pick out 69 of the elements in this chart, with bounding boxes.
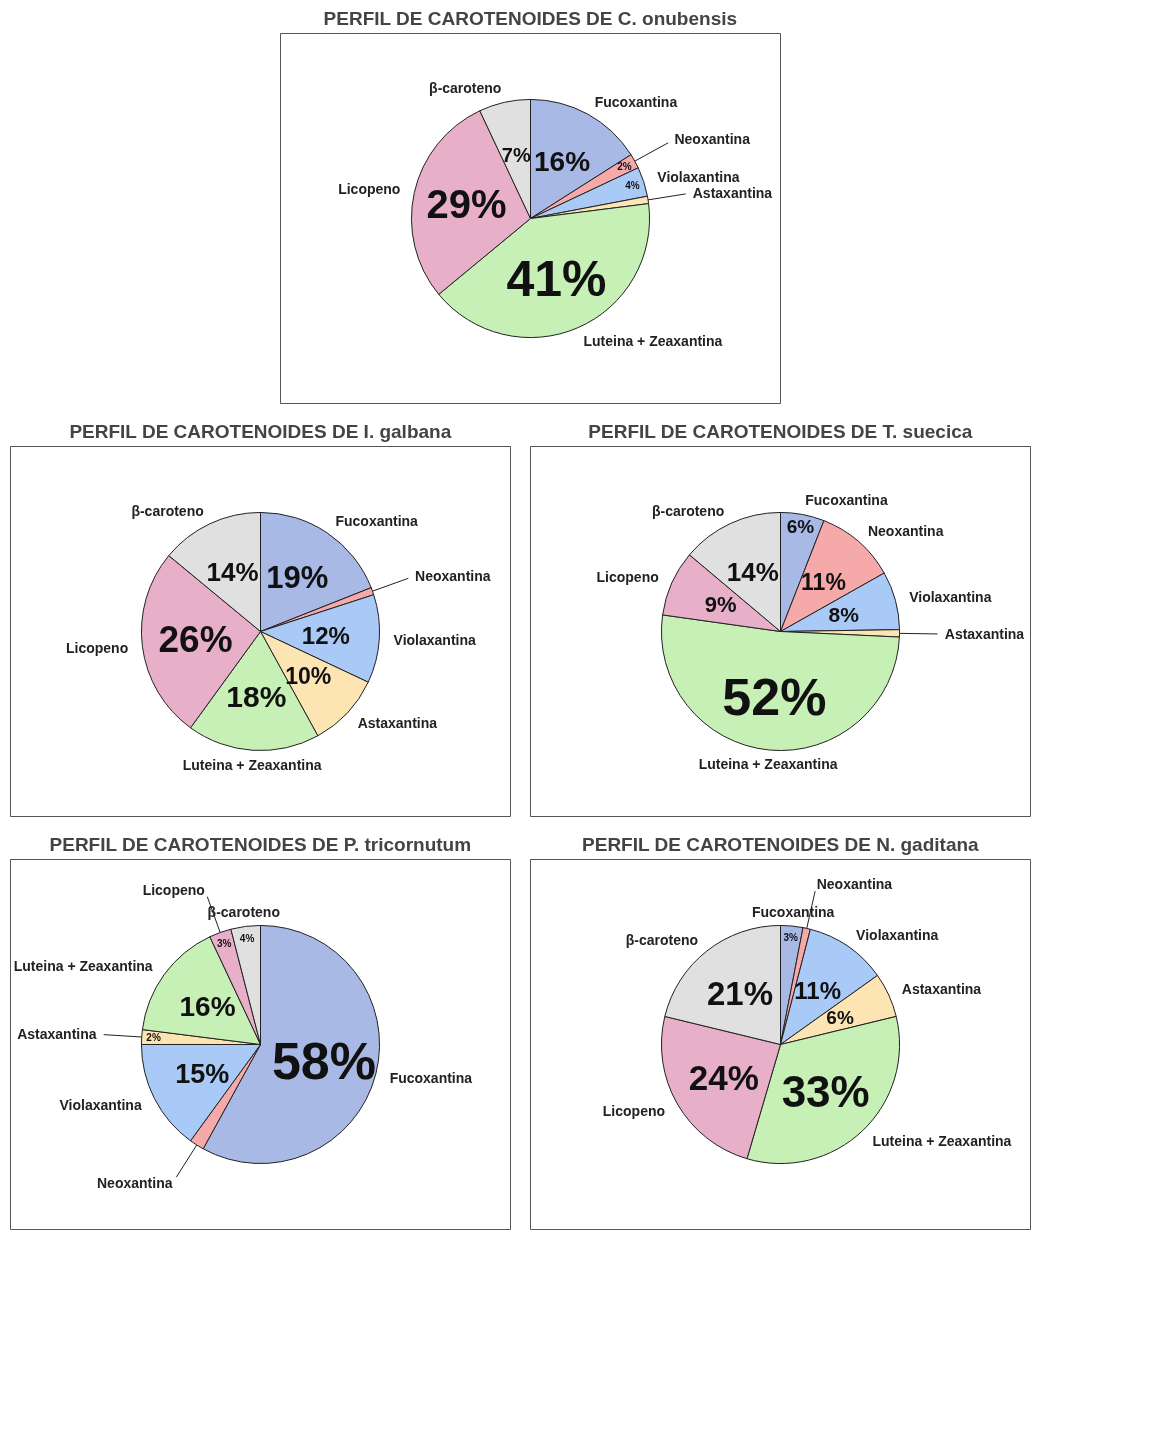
data-label: 19%	[266, 559, 329, 595]
slice-label: β-caroteno	[625, 931, 699, 948]
data-label: 21%	[707, 974, 774, 1012]
slice-label: β-caroteno	[207, 904, 280, 921]
data-label: 10%	[285, 663, 332, 690]
slice-label: Neoxantina	[816, 876, 893, 893]
data-label: 9%	[704, 592, 737, 618]
data-label: 4%	[239, 932, 255, 944]
slice-label: Luteina + Zeaxantina	[583, 332, 723, 349]
slice-label: Luteina + Zeaxantina	[872, 1133, 1012, 1149]
slice-label: Astaxantina	[944, 626, 1025, 643]
chart-title: PERFIL DE CAROTENOIDES DE N. gaditana	[582, 833, 980, 855]
data-label: 16%	[534, 145, 591, 177]
data-label: 11%	[801, 569, 846, 596]
slice-label: Violaxantina	[393, 631, 476, 648]
slice-label: Violaxantina	[59, 1097, 142, 1114]
chart-title: PERFIL DE CAROTENOIDES DE T. suecica	[588, 420, 973, 442]
slice-label: Fucoxantina	[751, 903, 835, 920]
slice-label: Fucoxantina	[805, 492, 888, 509]
slice-label: Luteina + Zeaxantina	[13, 958, 153, 975]
data-label: 26%	[158, 619, 233, 661]
slice-label: Fucoxantina	[335, 513, 419, 530]
slice-label: Astaxantina	[692, 184, 773, 201]
slice-label: Neoxantina	[674, 131, 751, 148]
slice-label: Licopeno	[596, 569, 659, 586]
data-label: 3%	[216, 938, 232, 950]
data-label: 11%	[794, 977, 841, 1005]
data-label: 14%	[206, 557, 259, 588]
slice-label: Violaxantina	[856, 926, 939, 943]
slice-label: Licopeno	[338, 181, 401, 198]
data-label: 6%	[786, 515, 815, 537]
data-label: 52%	[722, 667, 827, 726]
data-label: 12%	[301, 622, 350, 650]
chart-title: PERFIL DE CAROTENOIDES DE I. galbana	[69, 420, 452, 442]
slice-label: Astaxantina	[17, 1026, 97, 1043]
slice-label: Neoxantina	[415, 567, 491, 584]
slice-label: Luteina + Zeaxantina	[182, 756, 322, 773]
slice-label: Licopeno	[602, 1103, 666, 1120]
slice-label: Astaxantina	[357, 714, 438, 731]
slice-label: Luteina + Zeaxantina	[698, 756, 838, 773]
data-label: 4%	[625, 179, 640, 191]
slice-label: β-caroteno	[651, 502, 725, 519]
slice-label: Licopeno	[66, 640, 129, 657]
data-label: 33%	[781, 1067, 870, 1117]
slice-label: β-caroteno	[131, 502, 204, 519]
data-label: 2%	[146, 1032, 161, 1044]
chart-title: PERFIL DE CAROTENOIDES DE P. tricornutum	[49, 833, 472, 855]
slice-label: Astaxantina	[901, 981, 982, 998]
data-label: 15%	[175, 1059, 230, 1090]
slice-label: Neoxantina	[97, 1175, 173, 1192]
chart-title: PERFIL DE CAROTENOIDES DE C. onubensis	[323, 7, 738, 29]
slice-label: Violaxantina	[909, 588, 992, 605]
data-label: 2%	[617, 161, 632, 173]
data-label: 41%	[506, 250, 607, 307]
slice-label: β-caroteno	[429, 80, 502, 97]
slice-label: Fucoxantina	[594, 93, 678, 110]
data-label: 3%	[783, 932, 799, 944]
slice-label: Neoxantina	[867, 522, 944, 539]
data-label: 18%	[226, 680, 287, 714]
slice-label: Violaxantina	[657, 169, 740, 186]
slice-label: Licopeno	[142, 881, 205, 898]
slice-label: Fucoxantina	[389, 1069, 473, 1086]
data-label: 58%	[271, 1031, 376, 1090]
data-label: 6%	[826, 1006, 854, 1028]
data-label: 14%	[726, 557, 779, 588]
data-label: 24%	[688, 1057, 759, 1097]
data-label: 16%	[179, 990, 236, 1022]
data-label: 8%	[828, 602, 860, 626]
data-label: 29%	[426, 182, 507, 227]
